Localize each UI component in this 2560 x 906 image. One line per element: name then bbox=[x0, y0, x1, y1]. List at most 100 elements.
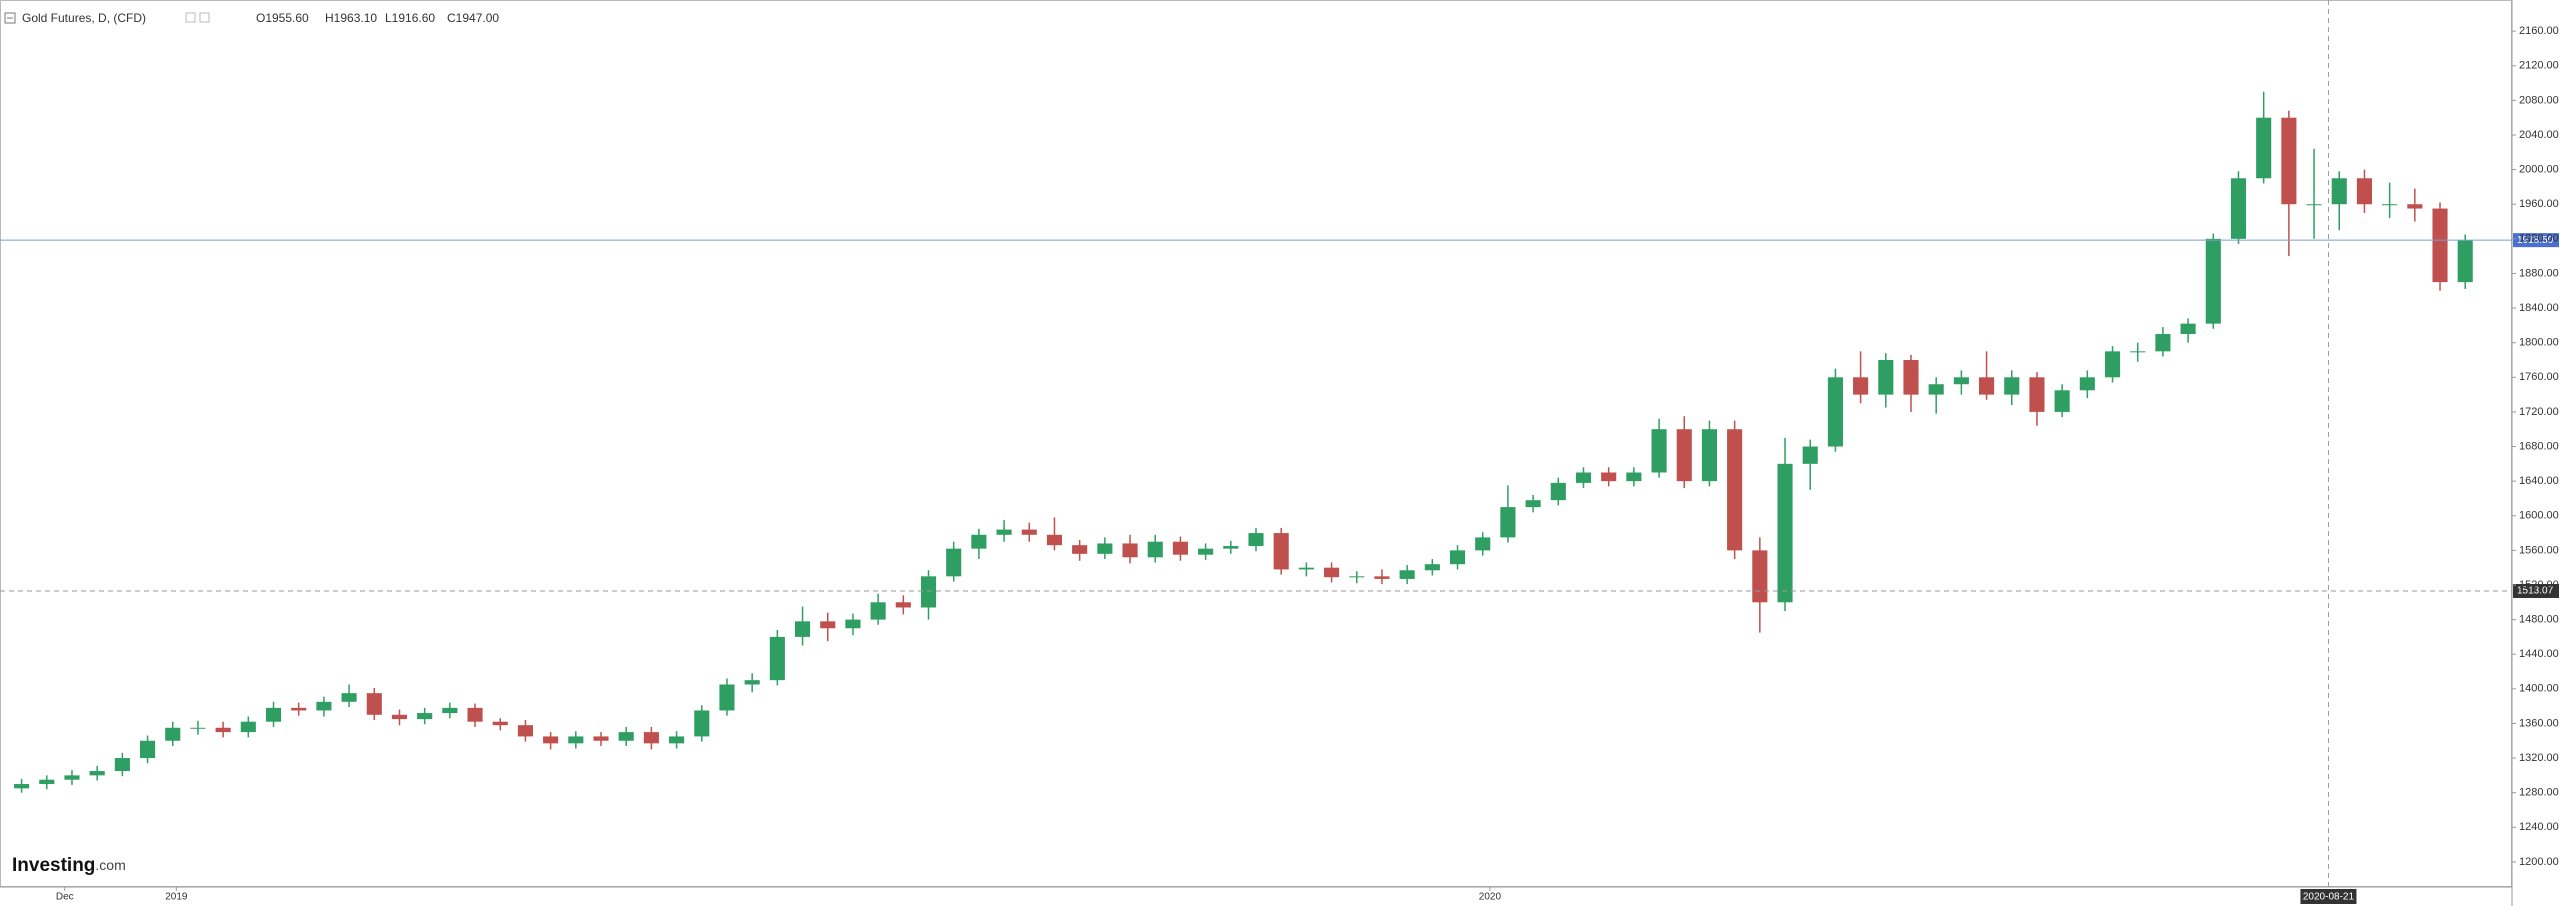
candle-body bbox=[391, 714, 408, 720]
candle-body bbox=[39, 779, 55, 785]
candle-body bbox=[1727, 429, 1743, 551]
candle-body bbox=[1878, 359, 1894, 395]
candle-body bbox=[14, 784, 30, 789]
candle-body bbox=[996, 529, 1012, 535]
candle-body bbox=[769, 636, 785, 681]
settings-icon[interactable] bbox=[185, 12, 196, 23]
y-tick-label: 1480.00 bbox=[2519, 614, 2559, 626]
x-tick-label: 2020 bbox=[1479, 892, 1502, 903]
y-tick-label: 1960.00 bbox=[2519, 198, 2559, 210]
y-tick-label: 1600.00 bbox=[2519, 510, 2559, 522]
y-tick-label: 1200.00 bbox=[2519, 856, 2559, 868]
candle-body bbox=[1046, 534, 1063, 546]
candle-body bbox=[1777, 463, 1793, 603]
candle-body bbox=[643, 732, 659, 744]
candle-body bbox=[492, 721, 508, 726]
last-price-label: 1918.50 bbox=[2517, 235, 2554, 246]
candle-body bbox=[694, 710, 710, 737]
candle-body bbox=[820, 621, 836, 629]
candle-body bbox=[1701, 429, 1718, 482]
x-tick-label: Dec bbox=[56, 892, 74, 903]
candle-body bbox=[1525, 500, 1541, 508]
y-tick-label: 1840.00 bbox=[2519, 302, 2559, 314]
candle-body bbox=[467, 707, 483, 722]
candle-body bbox=[1072, 545, 1088, 554]
last-price-tag bbox=[2513, 233, 2559, 248]
candle-body bbox=[1298, 567, 1314, 570]
candle-body bbox=[139, 740, 156, 759]
candle-body bbox=[845, 619, 861, 629]
candle-body bbox=[543, 736, 559, 744]
candle-body bbox=[517, 725, 533, 737]
chart-title: Gold Futures, D, (CFD) bbox=[22, 11, 146, 25]
watermark: Investing.com bbox=[12, 855, 126, 876]
y-tick-label: 1800.00 bbox=[2519, 337, 2559, 349]
candle-body bbox=[1676, 429, 1692, 482]
candle-body bbox=[2205, 238, 2221, 324]
candle-body bbox=[794, 621, 811, 637]
candle-body bbox=[341, 693, 357, 702]
candle-body bbox=[1651, 429, 1667, 473]
candle-body bbox=[2457, 240, 2473, 283]
candle-body bbox=[215, 727, 231, 733]
collapse-icon[interactable] bbox=[4, 12, 16, 24]
watermark-brand: Investing bbox=[12, 855, 95, 876]
watermark-domain: .com bbox=[95, 857, 125, 873]
candle-body bbox=[2029, 377, 2045, 412]
candle-body bbox=[1802, 446, 1818, 464]
candle-body bbox=[1853, 377, 1869, 395]
candle-body bbox=[265, 707, 282, 722]
candle-body bbox=[1147, 541, 1163, 558]
y-tick-label: 1680.00 bbox=[2519, 440, 2559, 452]
candle-body bbox=[316, 701, 332, 711]
candle-body bbox=[2407, 204, 2423, 209]
candle-body bbox=[1424, 564, 1440, 571]
candle-body bbox=[366, 693, 382, 715]
y-tick-label: 1720.00 bbox=[2519, 406, 2559, 418]
candle-body bbox=[1752, 550, 1768, 603]
candle-body bbox=[190, 727, 206, 729]
y-tick-label: 1760.00 bbox=[2519, 371, 2559, 383]
candle-body bbox=[417, 713, 433, 720]
candle-body bbox=[2130, 351, 2146, 353]
x-tick-label: 2019 bbox=[165, 892, 188, 903]
y-tick-label: 1240.00 bbox=[2519, 821, 2559, 833]
candle-body bbox=[2004, 377, 2020, 395]
y-tick-label: 2160.00 bbox=[2519, 25, 2559, 37]
y-tick-label: 1880.00 bbox=[2519, 267, 2559, 279]
candle-body bbox=[291, 707, 307, 711]
crosshair-price-label: 1513.07 bbox=[2517, 586, 2554, 597]
low-value: L1916.60 bbox=[385, 11, 435, 25]
y-tick-label: 2120.00 bbox=[2519, 60, 2559, 72]
candles bbox=[14, 91, 2473, 793]
candle-body bbox=[1273, 533, 1289, 570]
candle-body bbox=[1953, 377, 1969, 385]
candle-body bbox=[1021, 529, 1037, 535]
candle-body bbox=[1827, 377, 1843, 447]
candle-body bbox=[442, 707, 458, 714]
y-tick-label: 2040.00 bbox=[2519, 129, 2559, 141]
candle-body bbox=[1449, 550, 1466, 565]
candle-body bbox=[2079, 377, 2095, 391]
close-icon[interactable] bbox=[199, 12, 210, 23]
candle-body bbox=[1575, 472, 1592, 483]
candle-body bbox=[920, 576, 937, 608]
candle-body bbox=[1198, 548, 1214, 555]
candle-body bbox=[1475, 537, 1491, 551]
candle-body bbox=[1097, 543, 1113, 554]
candle-body bbox=[2281, 117, 2297, 205]
candle-body bbox=[1349, 576, 1365, 578]
candle-body bbox=[1928, 384, 1944, 395]
y-tick-label: 1920.00 bbox=[2519, 233, 2559, 245]
candle-body bbox=[64, 775, 80, 780]
candle-body bbox=[1324, 567, 1340, 578]
candle-body bbox=[2054, 390, 2070, 412]
candle-body bbox=[89, 771, 105, 776]
y-tick-label: 1360.00 bbox=[2519, 717, 2559, 729]
candle-body bbox=[240, 721, 256, 733]
close-value: C1947.00 bbox=[447, 11, 499, 25]
candle-body bbox=[870, 602, 886, 620]
candle-body bbox=[1223, 546, 1239, 549]
